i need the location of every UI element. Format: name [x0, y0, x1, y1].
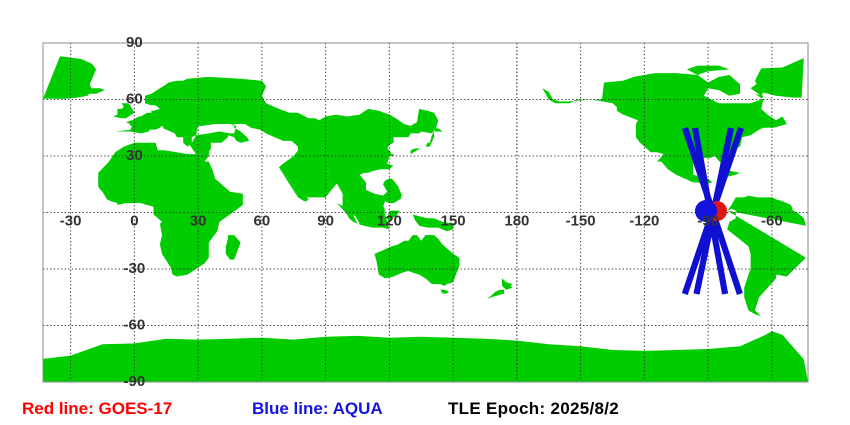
svg-text:90: 90 [317, 213, 334, 230]
svg-text:60: 60 [126, 90, 143, 107]
svg-text:90: 90 [126, 34, 143, 51]
svg-text:-150: -150 [566, 213, 596, 230]
svg-text:-30: -30 [60, 213, 82, 230]
svg-text:30: 30 [126, 147, 143, 164]
svg-text:120: 120 [377, 213, 402, 230]
svg-text:150: 150 [441, 213, 466, 230]
svg-text:-60: -60 [761, 213, 783, 230]
svg-text:-90: -90 [697, 213, 719, 230]
svg-text:60: 60 [254, 213, 271, 230]
svg-text:30: 30 [190, 213, 207, 230]
svg-text:0: 0 [130, 213, 138, 230]
svg-text:180: 180 [504, 213, 529, 230]
svg-text:-120: -120 [629, 213, 659, 230]
svg-text:-90: -90 [124, 373, 146, 390]
svg-text:-60: -60 [124, 316, 146, 333]
svg-text:-30: -30 [124, 260, 146, 277]
